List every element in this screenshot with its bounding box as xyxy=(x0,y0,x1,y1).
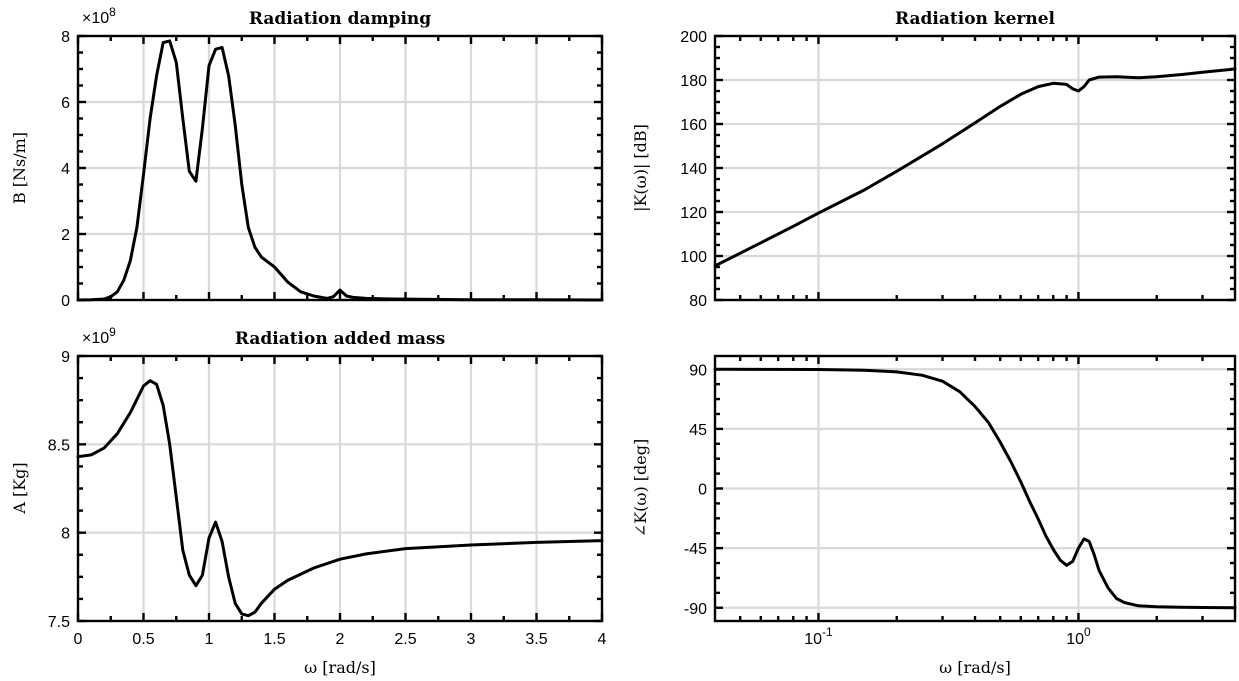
added-mass-xtick-label-6: 3 xyxy=(467,631,476,648)
added-mass-xtick-label-0: 0 xyxy=(74,631,83,648)
kernel-phase-ytick-label-1: -45 xyxy=(684,541,707,558)
added-mass-line-layer xyxy=(76,379,604,618)
kernel-mag-title: Radiation kernel xyxy=(895,9,1056,29)
added-mass-xtick-label-8: 4 xyxy=(598,631,607,648)
kernel-mag-ytick-label-3: 140 xyxy=(680,161,707,178)
kernel-mag-line-layer xyxy=(713,67,1237,268)
kernel-mag-ytick-label-1: 100 xyxy=(680,249,707,266)
panel-added-mass: 0 0.5 1 1.5 2 2.5 3 3.5 4 7.5 8 8.5 9 Radiation adde… xyxy=(10,325,607,677)
added-mass-ticks: 0 0.5 1 1.5 2 2.5 3 3.5 4 7.5 8 8.5 9 xyxy=(48,349,607,648)
kernel-phase-ytick-label-3: 45 xyxy=(689,422,707,439)
kernel-phase-series-line-0 xyxy=(713,367,1237,610)
damping-line-layer xyxy=(76,39,604,302)
damping-ticks: 0 2 4 6 8 xyxy=(61,29,604,310)
damping-grid xyxy=(78,36,602,300)
kernel-mag-series-line-0 xyxy=(713,67,1237,268)
panel-kernel-magnitude: 80 100 120 140 160 180 200 Radiation kernel |K… xyxy=(631,9,1237,310)
kernel-mag-ytick-label-4: 160 xyxy=(680,117,707,134)
kernel-phase-ylabel: ∠K(ω) [deg] xyxy=(631,439,650,537)
damping-title: Radiation damping xyxy=(249,9,431,29)
added-mass-ytick-label-2: 8.5 xyxy=(48,437,70,454)
added-mass-xtick-label-7: 3.5 xyxy=(525,631,547,648)
added-mass-ytick-label-1: 8 xyxy=(61,526,70,543)
damping-ytick-label-0: 0 xyxy=(61,293,70,310)
kernel-mag-ylabel: |K(ω)| [dB] xyxy=(631,124,650,212)
added-mass-ylabel: A [Kg] xyxy=(10,462,29,514)
kernel-phase-ytick-label-4: 90 xyxy=(689,362,707,379)
kernel-mag-ytick-label-6: 200 xyxy=(680,29,707,46)
added-mass-series-line-0 xyxy=(76,379,604,618)
kernel-mag-grid xyxy=(715,36,1235,300)
damping-ytick-label-1: 2 xyxy=(61,227,70,244)
damping-ytick-label-2: 4 xyxy=(61,161,70,178)
kernel-mag-ticks: 80 100 120 140 160 180 200 xyxy=(680,29,1235,310)
kernel-mag-ytick-label-5: 180 xyxy=(680,73,707,90)
added-mass-xtick-label-2: 1 xyxy=(205,631,214,648)
damping-ytick-label-4: 8 xyxy=(61,29,70,46)
added-mass-xtick-label-4: 2 xyxy=(336,631,345,648)
added-mass-grid xyxy=(78,356,602,621)
kernel-mag-ytick-label-2: 120 xyxy=(680,205,707,222)
damping-y-multiplier: ×108 xyxy=(82,5,116,27)
damping-ytick-label-3: 6 xyxy=(61,95,70,112)
added-mass-xlabel: ω [rad/s] xyxy=(304,658,376,677)
kernel-phase-line-layer xyxy=(713,367,1237,610)
damping-ylabel: B [Ns/m] xyxy=(10,132,29,204)
kernel-phase-ytick-label-2: 0 xyxy=(698,482,707,499)
added-mass-xtick-label-5: 2.5 xyxy=(394,631,416,648)
added-mass-xtick-label-3: 1.5 xyxy=(263,631,285,648)
kernel-mag-ytick-label-0: 80 xyxy=(689,293,707,310)
panel-damping: 0 2 4 6 8 Radiation damping B [Ns/m] ×108 xyxy=(10,5,604,310)
damping-series-line-0 xyxy=(76,39,604,302)
added-mass-ytick-label-3: 9 xyxy=(61,349,70,366)
kernel-phase-xlabel: ω [rad/s] xyxy=(939,658,1011,677)
kernel-phase-ytick-label-0: -90 xyxy=(684,601,707,618)
added-mass-title: Radiation added mass xyxy=(235,329,445,349)
added-mass-xtick-label-1: 0.5 xyxy=(132,631,154,648)
added-mass-y-multiplier: ×109 xyxy=(82,325,116,347)
added-mass-ytick-label-0: 7.5 xyxy=(48,614,70,631)
